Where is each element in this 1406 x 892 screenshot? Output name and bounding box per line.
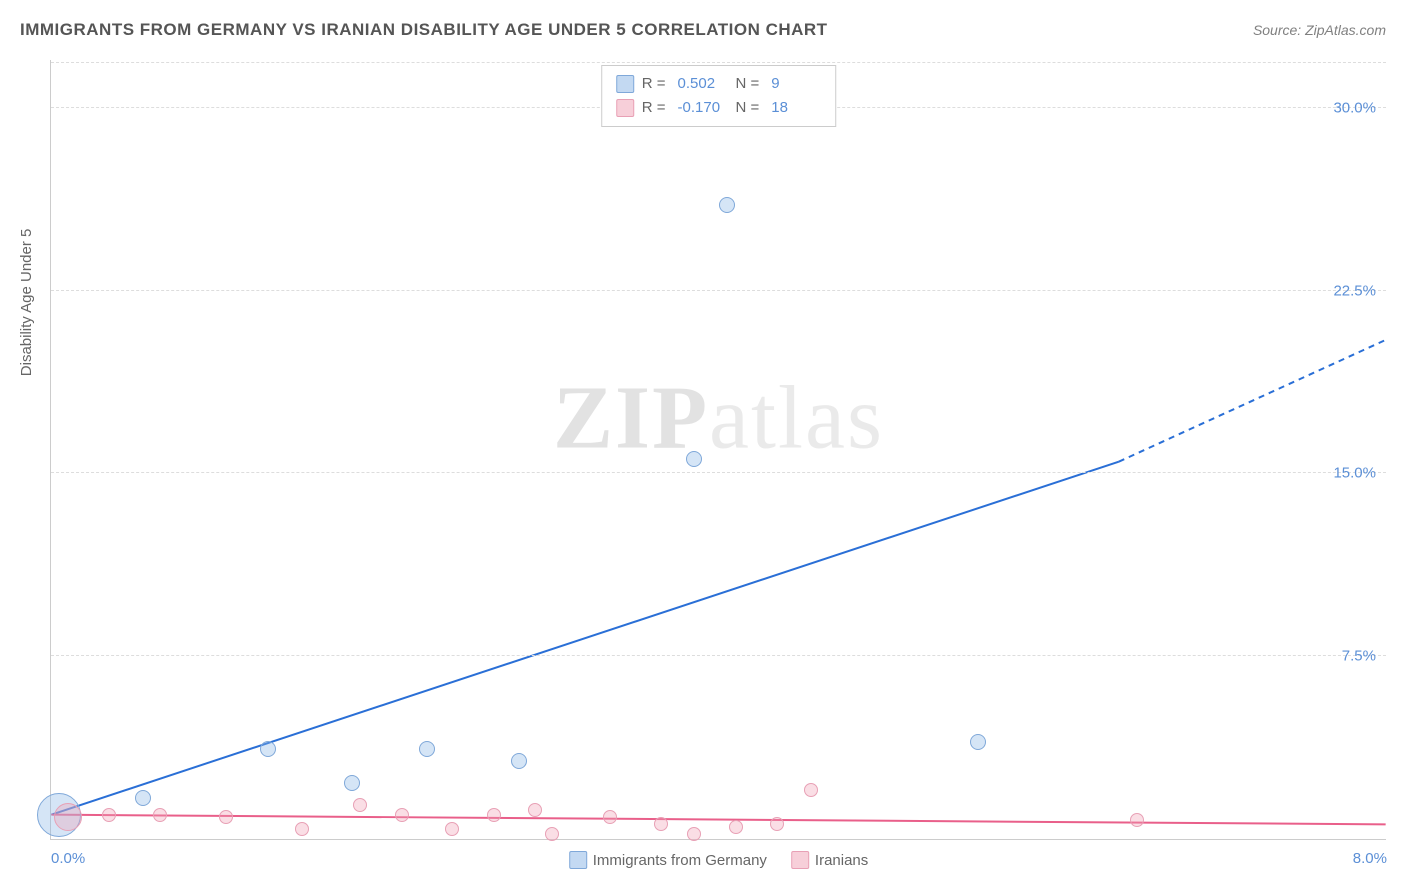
- ytick-label: 7.5%: [1342, 648, 1376, 665]
- ytick-label: 30.0%: [1333, 99, 1376, 116]
- data-point: [344, 775, 360, 791]
- data-point: [135, 790, 151, 806]
- legend-label: Iranians: [815, 852, 868, 869]
- r-value-iranians: -0.170: [678, 96, 728, 120]
- chart-title: IMMIGRANTS FROM GERMANY VS IRANIAN DISAB…: [20, 20, 828, 40]
- legend-item: Immigrants from Germany: [569, 851, 767, 869]
- data-point: [445, 822, 459, 836]
- n-value-iranians: 18: [771, 96, 821, 120]
- data-point: [511, 753, 527, 769]
- r-label: R =: [642, 72, 666, 96]
- n-label: N =: [736, 72, 760, 96]
- blue-swatch-icon: [569, 851, 587, 869]
- legend-row-germany: R = 0.502 N = 9: [616, 72, 822, 96]
- ytick-label: 15.0%: [1333, 465, 1376, 482]
- gridline: [51, 290, 1386, 291]
- data-point: [686, 451, 702, 467]
- legend-label: Immigrants from Germany: [593, 852, 767, 869]
- data-point: [687, 827, 701, 841]
- legend-series: Immigrants from Germany Iranians: [569, 851, 869, 869]
- plot-area: ZIPatlas R = 0.502 N = 9 R = -0.170 N = …: [50, 60, 1386, 840]
- data-point: [603, 810, 617, 824]
- y-axis-label: Disability Age Under 5: [18, 229, 35, 377]
- gridline: [51, 655, 1386, 656]
- ytick-label: 22.5%: [1333, 282, 1376, 299]
- r-label: R =: [642, 96, 666, 120]
- data-point: [770, 817, 784, 831]
- data-point: [353, 798, 367, 812]
- gridline: [51, 472, 1386, 473]
- pink-swatch-icon: [791, 851, 809, 869]
- source-label: Source:: [1253, 22, 1301, 38]
- legend-correlation: R = 0.502 N = 9 R = -0.170 N = 18: [601, 65, 837, 127]
- xtick-label: 0.0%: [51, 850, 85, 867]
- watermark-atlas: atlas: [709, 369, 884, 468]
- watermark: ZIPatlas: [553, 367, 884, 470]
- data-point: [419, 741, 435, 757]
- data-point: [295, 822, 309, 836]
- data-point: [395, 808, 409, 822]
- data-point: [719, 197, 735, 213]
- data-point: [102, 808, 116, 822]
- data-point: [970, 734, 986, 750]
- trend-lines: [51, 60, 1386, 839]
- data-point: [219, 810, 233, 824]
- trend-line-ext: [1119, 340, 1386, 462]
- n-value-germany: 9: [771, 72, 821, 96]
- n-label: N =: [736, 96, 760, 120]
- xtick-label: 8.0%: [1353, 850, 1387, 867]
- legend-row-iranians: R = -0.170 N = 18: [616, 96, 822, 120]
- swatch-pink-icon: [616, 99, 634, 117]
- source-attribution: Source: ZipAtlas.com: [1253, 22, 1386, 38]
- data-point: [487, 808, 501, 822]
- data-point: [729, 820, 743, 834]
- data-point: [54, 803, 82, 831]
- data-point: [528, 803, 542, 817]
- data-point: [153, 808, 167, 822]
- source-name: ZipAtlas.com: [1305, 22, 1386, 38]
- gridline: [51, 62, 1386, 63]
- data-point: [654, 817, 668, 831]
- data-point: [260, 741, 276, 757]
- r-value-germany: 0.502: [678, 72, 728, 96]
- watermark-zip: ZIP: [553, 369, 709, 468]
- data-point: [804, 783, 818, 797]
- trend-line: [51, 815, 1385, 825]
- trend-line: [51, 462, 1118, 815]
- data-point: [1130, 813, 1144, 827]
- legend-item: Iranians: [791, 851, 868, 869]
- swatch-blue-icon: [616, 75, 634, 93]
- data-point: [545, 827, 559, 841]
